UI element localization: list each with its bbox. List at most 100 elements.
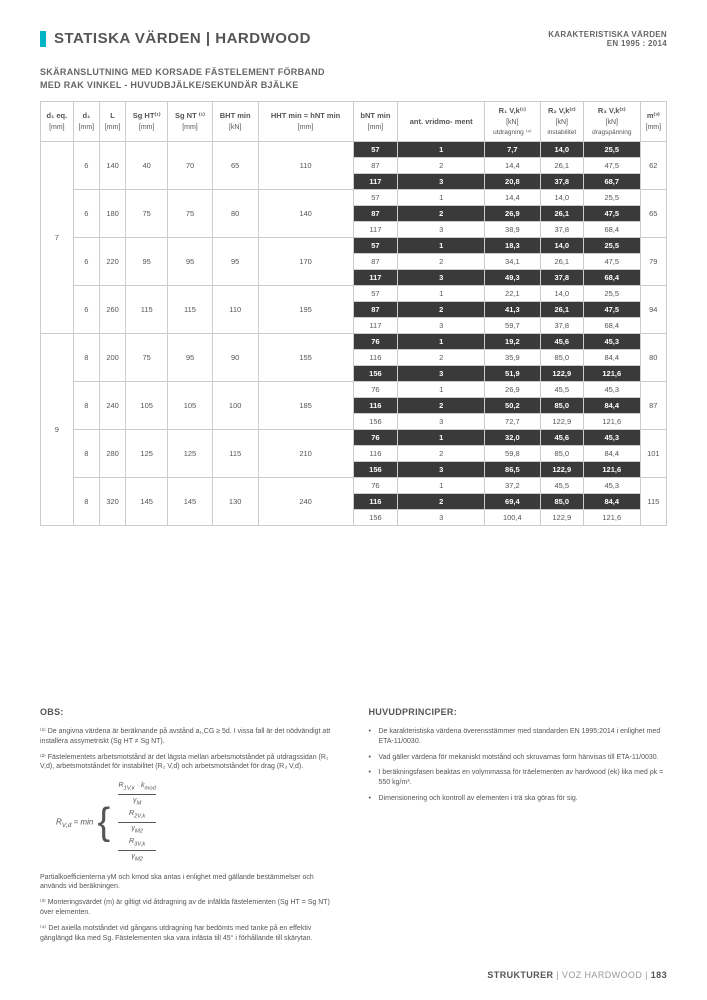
cell-r2: 26,1 xyxy=(540,206,583,222)
cell-r1: 19,2 xyxy=(485,334,541,350)
cell-n: 3 xyxy=(398,222,485,238)
cell-d1: 6 xyxy=(73,286,99,334)
cell-L: 220 xyxy=(99,238,125,286)
table-body: 761404070651105717,714,025,56287214,426,… xyxy=(41,142,667,526)
cell-sgNT: 115 xyxy=(168,286,213,334)
cell-r1: 49,3 xyxy=(485,270,541,286)
header-right-2: EN 1995 : 2014 xyxy=(548,39,667,48)
cell-r2: 37,8 xyxy=(540,222,583,238)
cell-b: 76 xyxy=(353,382,398,398)
cell-r2: 85,0 xyxy=(540,446,583,462)
cell-L: 280 xyxy=(99,430,125,478)
cell-r1: 69,4 xyxy=(485,494,541,510)
cell-r3: 45,3 xyxy=(583,382,640,398)
cell-sgNT: 75 xyxy=(168,190,213,238)
table-row: 626011511511019557122,114,025,594 xyxy=(41,286,667,302)
subtitle-2: MED RAK VINKEL - HUVUDBJÄLKE/SEKUNDÄR BJ… xyxy=(40,80,299,90)
cell-sgNT: 105 xyxy=(168,382,213,430)
cell-sgHT: 125 xyxy=(126,430,168,478)
cell-b: 156 xyxy=(353,510,398,526)
cell-b: 57 xyxy=(353,190,398,206)
cell-hht: 240 xyxy=(258,478,353,526)
cell-r3: 25,5 xyxy=(583,238,640,254)
cell-r3: 68,7 xyxy=(583,174,640,190)
col-11: R₃ V,k⁽²⁾[kN]dragspänning xyxy=(583,102,640,142)
cell-r3: 68,4 xyxy=(583,222,640,238)
col-8: ant. vridmo- ment xyxy=(398,102,485,142)
cell-r2: 14,0 xyxy=(540,142,583,158)
note-2b: Partialkoefficienterna γM och kmod ska a… xyxy=(40,873,339,893)
cell-b: 117 xyxy=(353,270,398,286)
cell-b: 116 xyxy=(353,494,398,510)
cell-b: 76 xyxy=(353,334,398,350)
cell-d1eq: 9 xyxy=(41,334,74,526)
cell-b: 117 xyxy=(353,318,398,334)
cell-r3: 45,3 xyxy=(583,478,640,494)
cell-r1: 34,1 xyxy=(485,254,541,270)
cell-hht: 140 xyxy=(258,190,353,238)
cell-L: 260 xyxy=(99,286,125,334)
cell-n: 3 xyxy=(398,318,485,334)
cell-r1: 35,9 xyxy=(485,350,541,366)
cell-r2: 85,0 xyxy=(540,350,583,366)
cell-n: 1 xyxy=(398,382,485,398)
table-row: 832014514513024076137,245,545,3115 xyxy=(41,478,667,494)
cell-b: 87 xyxy=(353,206,398,222)
note-3: ⁽³⁾ Monteringsvärdet (m) är giltigt vid … xyxy=(40,898,339,918)
cell-r2: 26,1 xyxy=(540,254,583,270)
cell-r3: 47,5 xyxy=(583,254,640,270)
cell-d1eq: 7 xyxy=(41,142,74,334)
cell-sgHT: 75 xyxy=(126,190,168,238)
data-table: d₁ eq.[mm]d₁[mm]L[mm]Sg HT⁽¹⁾[mm]Sg NT ⁽… xyxy=(40,101,667,526)
principle-2: Vad gäller värdena för mekaniskt motstån… xyxy=(369,753,668,763)
col-9: R₁ V,k⁽¹⁾[kN]utdragning ⁽⁴⁾ xyxy=(485,102,541,142)
cell-r3: 45,3 xyxy=(583,430,640,446)
cell-r1: 100,4 xyxy=(485,510,541,526)
cell-r3: 84,4 xyxy=(583,494,640,510)
table-row: 828012512511521076132,045,645,3101 xyxy=(41,430,667,446)
cell-m: 115 xyxy=(640,478,666,526)
cell-bht: 100 xyxy=(212,382,258,430)
cell-r2: 26,1 xyxy=(540,302,583,318)
cell-bht: 80 xyxy=(212,190,258,238)
cell-sgNT: 145 xyxy=(168,478,213,526)
cell-m: 94 xyxy=(640,286,666,334)
cell-n: 3 xyxy=(398,510,485,526)
cell-n: 1 xyxy=(398,334,485,350)
cell-n: 3 xyxy=(398,414,485,430)
cell-L: 240 xyxy=(99,382,125,430)
col-1: d₁[mm] xyxy=(73,102,99,142)
cell-b: 76 xyxy=(353,478,398,494)
cell-r1: 59,8 xyxy=(485,446,541,462)
cell-d1: 8 xyxy=(73,382,99,430)
cell-bht: 65 xyxy=(212,142,258,190)
table-row: 618075758014057114,414,025,565 xyxy=(41,190,667,206)
col-2: L[mm] xyxy=(99,102,125,142)
cell-n: 1 xyxy=(398,142,485,158)
cell-n: 1 xyxy=(398,430,485,446)
cell-n: 2 xyxy=(398,254,485,270)
cell-b: 117 xyxy=(353,222,398,238)
cell-d1: 6 xyxy=(73,238,99,286)
cell-hht: 110 xyxy=(258,142,353,190)
cell-b: 87 xyxy=(353,158,398,174)
cell-r1: 41,3 xyxy=(485,302,541,318)
cell-b: 117 xyxy=(353,174,398,190)
table-row: 622095959517057118,314,025,579 xyxy=(41,238,667,254)
cell-r2: 45,5 xyxy=(540,478,583,494)
cell-m: 65 xyxy=(640,190,666,238)
cell-n: 1 xyxy=(398,478,485,494)
cell-hht: 210 xyxy=(258,430,353,478)
cell-n: 2 xyxy=(398,350,485,366)
cell-n: 2 xyxy=(398,302,485,318)
cell-r2: 14,0 xyxy=(540,238,583,254)
footer-b: | VOZ HARDWOOD | xyxy=(553,970,650,980)
cell-r2: 14,0 xyxy=(540,286,583,302)
cell-sgNT: 125 xyxy=(168,430,213,478)
cell-n: 2 xyxy=(398,206,485,222)
accent-bar xyxy=(40,31,46,47)
table-head: d₁ eq.[mm]d₁[mm]L[mm]Sg HT⁽¹⁾[mm]Sg NT ⁽… xyxy=(41,102,667,142)
col-0: d₁ eq.[mm] xyxy=(41,102,74,142)
footer: STRUKTURER | VOZ HARDWOOD | 183 xyxy=(487,970,667,980)
cell-r3: 25,5 xyxy=(583,190,640,206)
